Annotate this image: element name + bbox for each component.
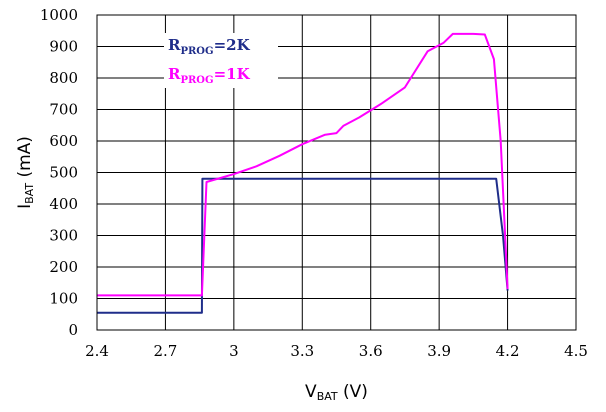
legend-entry-rprog-2k: RPROG=2K — [168, 36, 251, 57]
x-tick-label: 3 — [229, 342, 239, 360]
x-tick-label: 4.5 — [564, 342, 588, 360]
x-tick-label: 2.4 — [85, 342, 109, 360]
y-tick-label: 800 — [49, 69, 78, 87]
y-tick-label: 600 — [49, 132, 78, 150]
legend-entry-rprog-1k: RPROG=1K — [168, 65, 251, 86]
y-tick-label: 200 — [49, 258, 78, 276]
y-tick-label: 700 — [49, 101, 78, 119]
y-tick-label: 500 — [49, 164, 78, 182]
x-tick-labels: 2.4 2.7 3 3.3 3.6 3.9 4.2 4.5 — [85, 342, 588, 360]
x-tick-label: 2.7 — [153, 342, 177, 360]
legend-background — [164, 33, 278, 88]
grid — [96, 14, 577, 331]
y-tick-label: 900 — [49, 38, 78, 56]
y-tick-label: 0 — [68, 321, 78, 339]
plot-frame — [96, 14, 577, 331]
series-layer — [97, 32, 509, 314]
y-axis-label: IBAT (mA) — [15, 136, 36, 209]
x-axis-label: VBAT (V) — [305, 382, 368, 403]
y-tick-label: 100 — [49, 290, 78, 308]
x-tick-label: 3.6 — [359, 342, 383, 360]
y-tick-label: 400 — [49, 195, 78, 213]
x-tick-label: 3.9 — [427, 342, 451, 360]
y-tick-labels: 0 100 200 300 400 500 600 700 800 900 1000 — [40, 6, 78, 339]
series-line-rprog-1k — [97, 32, 509, 297]
legend: RPROG=2K RPROG=1K — [164, 33, 278, 88]
y-tick-label: 1000 — [40, 6, 78, 24]
x-tick-label: 4.2 — [496, 342, 520, 360]
x-tick-label: 3.3 — [290, 342, 314, 360]
y-tick-label: 300 — [49, 227, 78, 245]
